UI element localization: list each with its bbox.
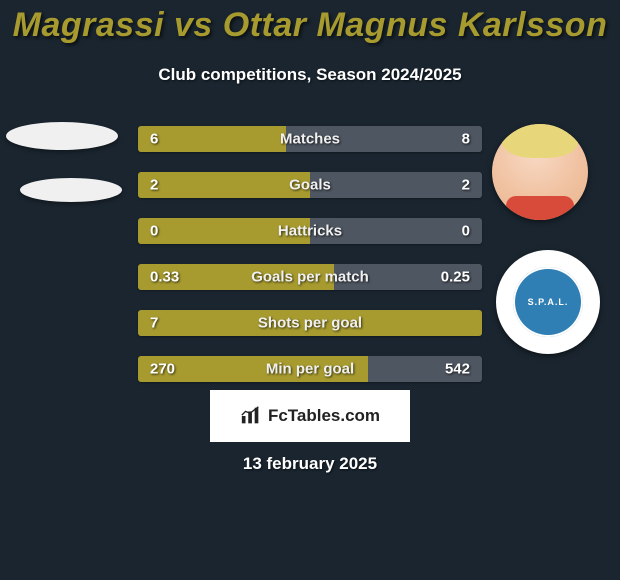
stat-row: Matches 6 8 bbox=[138, 126, 482, 152]
stat-value-left: 270 bbox=[150, 361, 175, 378]
stat-value-left: 2 bbox=[150, 177, 158, 194]
stat-label: Shots per goal bbox=[258, 315, 362, 332]
stat-value-left: 0 bbox=[150, 223, 158, 240]
stat-row: Goals 2 2 bbox=[138, 172, 482, 198]
stat-label: Hattricks bbox=[278, 223, 342, 240]
club-badge: S.P.A.L. bbox=[496, 250, 600, 354]
stat-label: Goals per match bbox=[251, 269, 369, 286]
stat-bar-left bbox=[138, 172, 310, 198]
stat-value-right: 8 bbox=[462, 131, 470, 148]
fctables-label: FcTables.com bbox=[268, 406, 380, 426]
page-title: Magrassi vs Ottar Magnus Karlsson bbox=[0, 6, 620, 45]
stat-bar-right bbox=[310, 172, 482, 198]
player-left-avatar-placeholder-1 bbox=[6, 122, 118, 150]
stat-value-right: 542 bbox=[445, 361, 470, 378]
club-badge-text: S.P.A.L. bbox=[513, 267, 583, 337]
stat-row: Goals per match 0.33 0.25 bbox=[138, 264, 482, 290]
subtitle: Club competitions, Season 2024/2025 bbox=[0, 65, 620, 85]
stat-value-left: 7 bbox=[150, 315, 158, 332]
chart-icon bbox=[240, 405, 262, 427]
stat-bars: Matches 6 8 Goals 2 2 Hattricks 0 0 Goals per mat… bbox=[138, 126, 482, 402]
stat-row: Shots per goal 7 bbox=[138, 310, 482, 336]
stat-label: Min per goal bbox=[266, 361, 354, 378]
stat-value-right: 0 bbox=[462, 223, 470, 240]
stat-bar-left bbox=[138, 126, 286, 152]
stat-value-right: 2 bbox=[462, 177, 470, 194]
stat-value-left: 0.33 bbox=[150, 269, 179, 286]
fctables-logo: FcTables.com bbox=[210, 390, 410, 442]
stat-value-right: 0.25 bbox=[441, 269, 470, 286]
stat-label: Matches bbox=[280, 131, 340, 148]
date-label: 13 february 2025 bbox=[0, 454, 620, 474]
stat-label: Goals bbox=[289, 177, 331, 194]
stat-row: Hattricks 0 0 bbox=[138, 218, 482, 244]
stat-row: Min per goal 270 542 bbox=[138, 356, 482, 382]
player-left-avatar-placeholder-2 bbox=[20, 178, 122, 202]
player-right-avatar bbox=[492, 124, 588, 220]
stat-value-left: 6 bbox=[150, 131, 158, 148]
